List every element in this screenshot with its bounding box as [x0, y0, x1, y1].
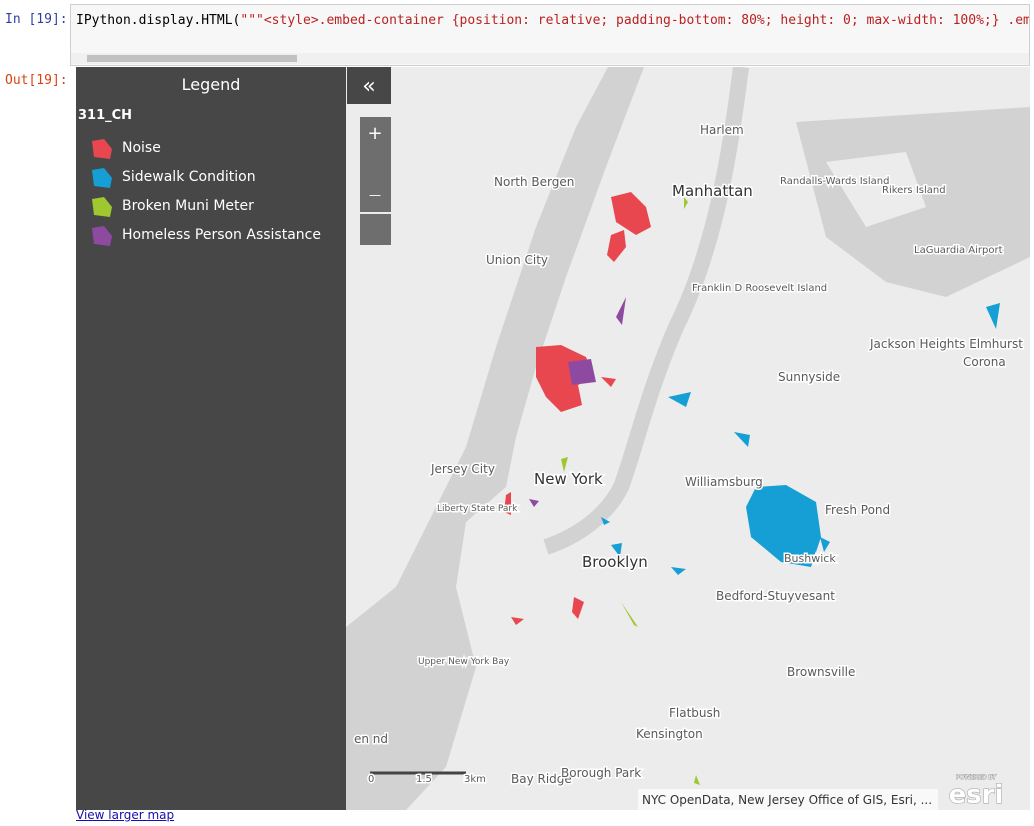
- layer-name: 311_CH: [78, 108, 133, 123]
- basemap-button[interactable]: [360, 214, 391, 245]
- map-label: Bay Ridge: [511, 772, 572, 786]
- scroll-thumb[interactable]: [87, 55, 297, 62]
- features: [504, 192, 1000, 785]
- map-label: Jackson Heights Elmhurst: [869, 337, 1023, 351]
- map-label: Fresh Pond: [825, 503, 890, 517]
- map-label: Bushwick: [784, 552, 836, 565]
- map[interactable]: Harlem North Bergen Manhattan Randalls-Ward…: [346, 67, 1030, 810]
- code: IPython.display.HTML("""<style>.embed-co…: [76, 13, 1030, 28]
- legend-swatch: [92, 226, 112, 246]
- map-label: LaGuardia Airport: [914, 245, 1003, 256]
- scale-label: 0: [368, 774, 374, 785]
- map-label: Kensington: [636, 727, 703, 741]
- map-label: New York: [534, 470, 603, 488]
- island: [826, 152, 926, 227]
- esri-logo: esri: [949, 780, 1004, 810]
- map-label: Rikers Island: [882, 185, 946, 196]
- map-label: Brownsville: [787, 665, 855, 679]
- legend-swatch: [92, 168, 112, 188]
- map-label: en nd: [354, 732, 388, 746]
- legend-label: Broken Muni Meter: [122, 198, 254, 214]
- map-label: Union City: [486, 253, 548, 267]
- legend-swatch: [92, 139, 112, 159]
- scale-label: 3km: [464, 774, 486, 785]
- scale-label: 1.5: [416, 774, 432, 785]
- collapse-icon: «: [362, 74, 375, 99]
- attribution: NYC OpenData, New Jersey Office of GIS, …: [642, 793, 932, 807]
- map-label: Williamsburg: [685, 475, 763, 489]
- code-string: """<style>.embed-container {position: re…: [240, 13, 1030, 28]
- map-label: Liberty State Park: [437, 504, 518, 514]
- scrollbar[interactable]: [71, 53, 1029, 64]
- zoom-control[interactable]: [360, 117, 391, 212]
- east-river: [543, 67, 749, 555]
- map-label: Brooklyn: [582, 553, 648, 571]
- legend-label: Homeless Person Assistance: [122, 227, 321, 243]
- map-label: Bedford-Stuyvesant: [716, 589, 835, 603]
- code-call: IPython.display.HTML(: [76, 13, 241, 28]
- legend-title: Legend: [181, 75, 241, 94]
- map-label: Jersey City: [430, 462, 495, 476]
- zoom-out[interactable]: —: [369, 188, 381, 202]
- map-label: North Bergen: [494, 175, 574, 189]
- map-label: Flatbush: [669, 706, 720, 720]
- map-label: Borough Park: [561, 766, 641, 780]
- view-larger-map[interactable]: View larger map: [76, 808, 175, 822]
- code-cell[interactable]: IPython.display.HTML("""<style>.embed-co…: [70, 4, 1030, 66]
- map-label: Sunnyside: [778, 370, 840, 384]
- legend-label: Sidewalk Condition: [122, 169, 256, 185]
- map-label: Franklin D Roosevelt Island: [692, 283, 827, 294]
- out-prompt: Out[19]:: [5, 73, 68, 88]
- map-label: Corona: [963, 355, 1006, 369]
- map-label: Upper New York Bay: [418, 657, 510, 667]
- map-label: Randalls-Wards Island: [780, 176, 889, 187]
- hudson-river: [346, 67, 644, 810]
- map-label: Harlem: [700, 123, 744, 137]
- collapse-button[interactable]: [347, 67, 391, 104]
- legend-swatch: [92, 197, 112, 217]
- attribution-bg: [638, 789, 938, 810]
- zoom-in[interactable]: +: [367, 123, 382, 144]
- logo-top: POWERED BY: [956, 774, 996, 781]
- map-label: Manhattan: [672, 182, 753, 200]
- legend-panel: Legend 311_CH Noise Sidewalk Condition Bro…: [76, 67, 346, 810]
- legend-label: Noise: [122, 140, 161, 156]
- in-prompt: In [19]:: [5, 12, 68, 27]
